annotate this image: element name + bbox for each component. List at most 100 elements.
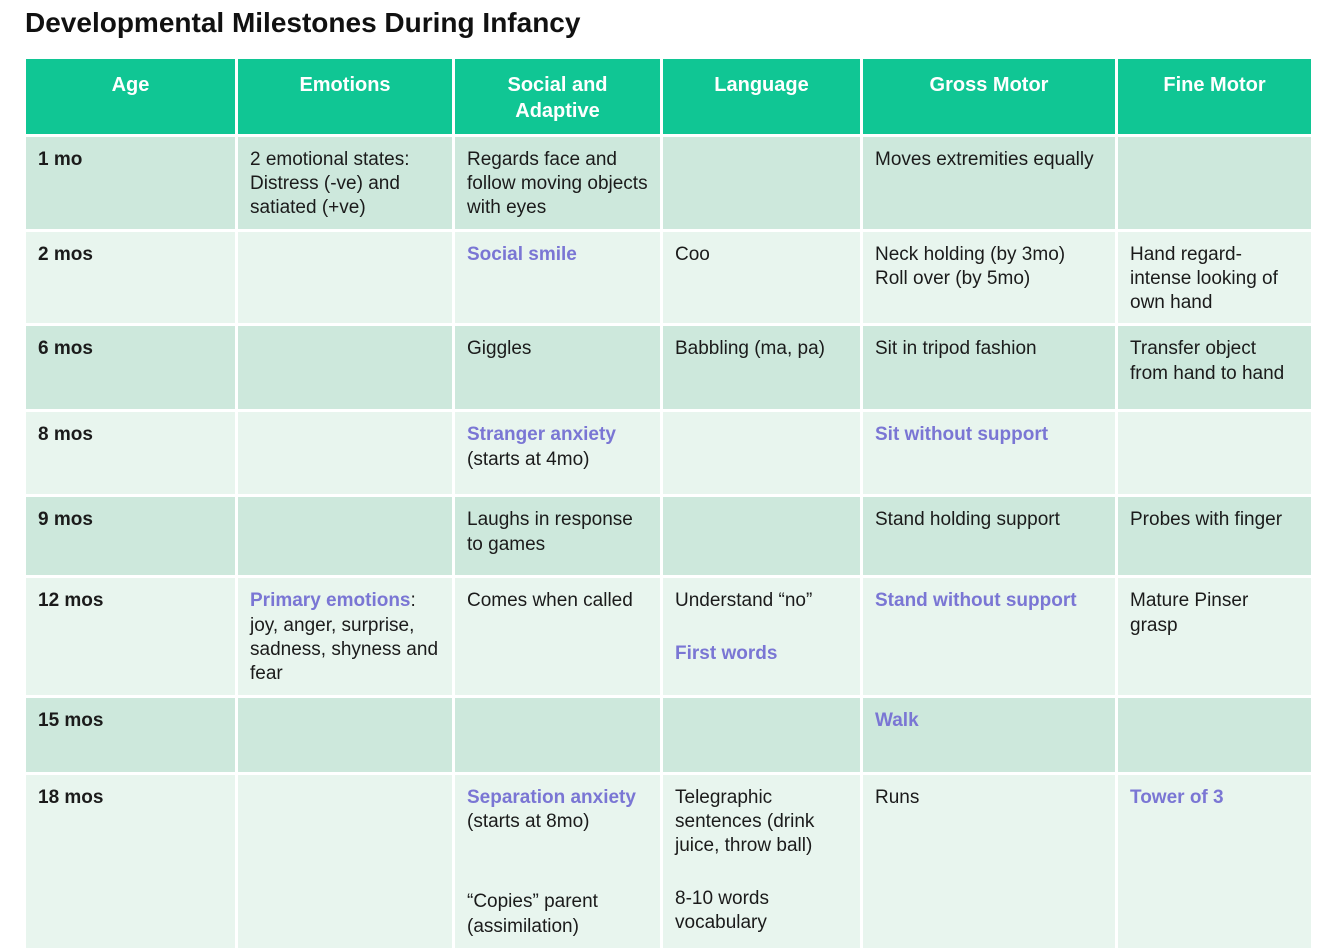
milestone-text: (starts at 4mo): [467, 448, 590, 470]
milestone-cell: [235, 228, 455, 327]
milestone-cell: [660, 409, 863, 498]
age-cell: 8 mos: [23, 409, 238, 498]
table-header: Age Emotions Social and Adaptive Languag…: [23, 55, 1314, 137]
header-fine-motor: Fine Motor: [1115, 55, 1314, 137]
milestone-cell: Walk: [860, 694, 1118, 775]
milestone-cell: Moves extremities equally: [860, 133, 1118, 232]
age-cell: 1 mo: [23, 133, 238, 232]
milestone-text: Mature Pinser grasp: [1130, 590, 1249, 636]
milestone-cell: Regards face and follow moving objects w…: [452, 133, 663, 232]
milestone-text: Sit in tripod fashion: [875, 338, 1037, 360]
milestone-highlight: Primary emotions: [250, 590, 411, 612]
milestone-cell: [1115, 694, 1314, 775]
table-row: 9 mos Laughs in response to games Stand ho…: [23, 494, 1314, 579]
age-cell: 12 mos: [23, 575, 238, 698]
milestone-cell: [452, 694, 663, 775]
header-social-adaptive: Social and Adaptive: [452, 55, 663, 137]
milestone-highlight: Separation anxiety: [467, 786, 636, 808]
table-row: 6 mos Giggles Babbling (ma, pa) Sit in trip…: [23, 323, 1314, 413]
page-title: Developmental Milestones During Infancy: [25, 7, 581, 38]
table-row: 2 mos Social smile Coo Neck holding (by 3mo…: [23, 228, 1314, 327]
milestone-text: Babbling (ma, pa): [675, 338, 825, 360]
milestone-text: Moves extremities equally: [875, 148, 1094, 170]
table-row: 8 mos Stranger anxiety (starts at 4mo) Sit …: [23, 409, 1314, 498]
milestone-cell: [1115, 133, 1314, 232]
milestone-cell: Social smile: [452, 228, 663, 327]
milestone-cell: Tower of 3: [1115, 771, 1314, 948]
header-gross-motor: Gross Motor: [860, 55, 1118, 137]
milestone-highlight: Stand without support: [875, 590, 1077, 612]
milestone-highlight: Tower of 3: [1130, 786, 1224, 808]
table-row: 1 mo 2 emotional states: Distress (-ve) a…: [23, 133, 1314, 232]
milestone-highlight: Stranger anxiety: [467, 424, 616, 446]
milestone-cell: Neck holding (by 3mo) Roll over (by 5mo): [860, 228, 1118, 327]
age-cell: 18 mos: [23, 771, 238, 948]
milestone-text: : joy, anger, surprise, sadness, shyness…: [250, 590, 439, 685]
age-cell: 9 mos: [23, 494, 238, 579]
milestone-text: 8-10 words vocabulary: [675, 887, 769, 933]
milestone-cell: [235, 323, 455, 413]
milestone-highlight: Social smile: [467, 243, 577, 265]
milestone-text: Coo: [675, 243, 710, 265]
milestone-cell: [660, 494, 863, 579]
milestones-table-body: 1 mo 2 emotional states: Distress (-ve) a…: [23, 133, 1314, 948]
milestone-cell: Comes when called: [452, 575, 663, 698]
header-row: Age Emotions Social and Adaptive Languag…: [23, 55, 1314, 137]
milestone-highlight: Walk: [875, 709, 919, 731]
milestone-text: Understand “no”: [675, 590, 813, 612]
milestone-text: Transfer object from hand to hand: [1130, 338, 1285, 384]
milestones-table: Age Emotions Social and Adaptive Languag…: [23, 55, 1314, 948]
milestone-text: Neck holding (by 3mo): [875, 243, 1066, 265]
milestone-cell: Stand holding support: [860, 494, 1118, 579]
milestone-text: Telegraphic sentences (drink juice, thro…: [675, 786, 815, 857]
table-row: 18 mos Separation anxiety (starts at 8mo) “…: [23, 771, 1314, 948]
milestone-cell: Sit without support: [860, 409, 1118, 498]
milestone-cell: [235, 494, 455, 579]
milestone-text: “Copies” parent (assimilation): [467, 891, 598, 937]
milestone-cell: Coo: [660, 228, 863, 327]
milestone-cell: [1115, 409, 1314, 498]
milestone-cell: Stranger anxiety (starts at 4mo): [452, 409, 663, 498]
age-cell: 6 mos: [23, 323, 238, 413]
header-age: Age: [23, 55, 238, 137]
milestone-cell: [660, 133, 863, 232]
milestone-text: Regards face and follow moving objects w…: [467, 148, 648, 219]
milestone-cell: Laughs in response to games: [452, 494, 663, 579]
header-language: Language: [660, 55, 863, 137]
milestone-text: (starts at 8mo): [467, 811, 590, 833]
milestone-cell: [235, 771, 455, 948]
milestone-cell: Runs: [860, 771, 1118, 948]
table-row: 15 mos Walk: [23, 694, 1314, 775]
milestone-cell: [660, 694, 863, 775]
milestone-cell: Hand regard- intense looking of own hand: [1115, 228, 1314, 327]
milestone-text: Giggles: [467, 338, 532, 360]
milestone-cell: Probes with finger: [1115, 494, 1314, 579]
milestone-text: Runs: [875, 786, 920, 808]
milestone-text: Probes with finger: [1130, 509, 1283, 531]
milestone-text: Comes when called: [467, 590, 633, 612]
milestone-cell: Separation anxiety (starts at 8mo) “Copies…: [452, 771, 663, 948]
milestone-cell: Primary emotions: joy, anger, surprise, …: [235, 575, 455, 698]
age-cell: 2 mos: [23, 228, 238, 327]
milestone-cell: Understand “no” First words: [660, 575, 863, 698]
milestone-cell: [235, 694, 455, 775]
milestone-cell: Babbling (ma, pa): [660, 323, 863, 413]
milestone-cell: Giggles: [452, 323, 663, 413]
milestone-text: Laughs in response to games: [467, 509, 633, 555]
milestone-cell: Mature Pinser grasp: [1115, 575, 1314, 698]
milestone-cell: [235, 409, 455, 498]
milestone-text: 2 emotional states: Distress (-ve) and s…: [250, 148, 410, 219]
milestone-highlight: First words: [675, 642, 778, 664]
age-cell: 15 mos: [23, 694, 238, 775]
milestone-highlight: Sit without support: [875, 424, 1049, 446]
header-emotions: Emotions: [235, 55, 455, 137]
milestone-cell: 2 emotional states: Distress (-ve) and s…: [235, 133, 455, 232]
milestone-text: Roll over (by 5mo): [875, 267, 1031, 289]
milestone-cell: Telegraphic sentences (drink juice, thro…: [660, 771, 863, 948]
milestone-text: Hand regard- intense looking of own hand: [1130, 243, 1278, 314]
milestone-text: Stand holding support: [875, 509, 1060, 531]
milestone-cell: Sit in tripod fashion: [860, 323, 1118, 413]
milestone-cell: Transfer object from hand to hand: [1115, 323, 1314, 413]
table-row: 12 mos Primary emotions: joy, anger, surp…: [23, 575, 1314, 698]
